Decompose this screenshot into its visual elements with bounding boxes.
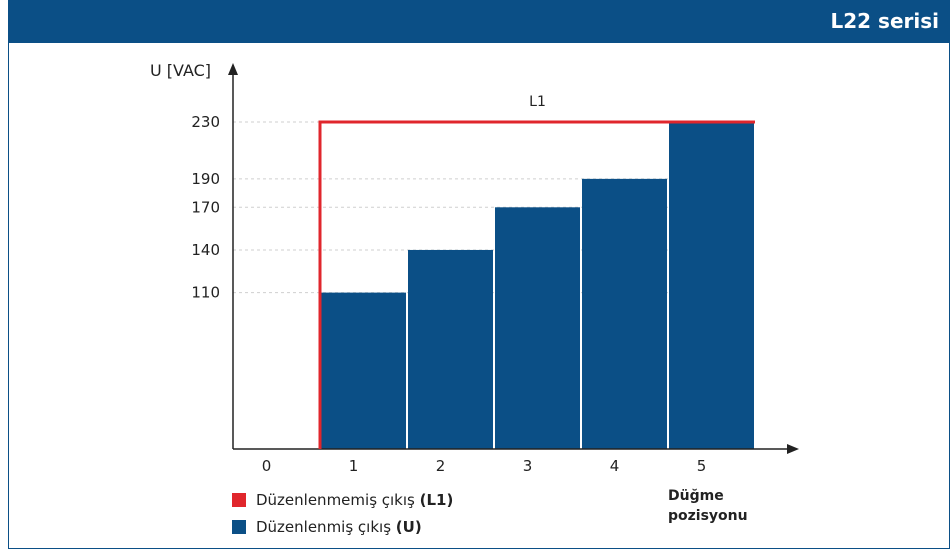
x-axis-title-line1: Düğme [668,488,724,504]
legend-swatch-u [232,520,246,534]
x-tick-label-5: 5 [697,457,707,475]
bar-5 [669,122,754,449]
y-tick-label-110: 110 [191,284,220,302]
bar-3 [495,207,580,449]
legend-bold-l1: (L1) [419,491,454,509]
header-bar: L22 serisi [9,1,949,43]
legend-item-l1: Düzenlenmemiş çıkış (L1) [232,491,453,509]
bar-4 [582,178,667,449]
legend-text-u: Düzenlenmiş çıkış [256,518,392,536]
y-axis-title: U [VAC] [150,61,211,80]
y-tick-label-140: 140 [191,241,220,259]
legend-item-u: Düzenlenmiş çıkış (U) [232,518,422,536]
y-tick-label-190: 190 [191,170,220,188]
x-axis-title: Düğme pozisyonu [668,486,778,526]
legend-swatch-l1 [232,493,246,507]
y-tick-label-170: 170 [191,198,220,216]
x-tick-label-3: 3 [523,457,533,475]
y-tick-label-230: 230 [191,113,220,131]
x-tick-label-4: 4 [610,457,620,475]
series-title: L22 serisi [830,9,940,33]
legend-text-l1: Düzenlenmemiş çıkış [256,491,415,509]
x-tick-label-0: 0 [262,457,272,475]
l1-line [318,120,755,449]
bar-1 [321,292,406,449]
x-tick-label-1: 1 [349,457,359,475]
legend-bold-u: (U) [395,518,422,536]
y-axis-arrow [228,63,238,75]
bar-2 [408,249,493,449]
x-axis-arrow [787,444,799,454]
l1-line-label: L1 [529,94,546,110]
figure-frame: L22 serisi [8,0,950,549]
x-tick-label-2: 2 [436,457,446,475]
x-axis-title-line2: pozisyonu [668,508,748,524]
